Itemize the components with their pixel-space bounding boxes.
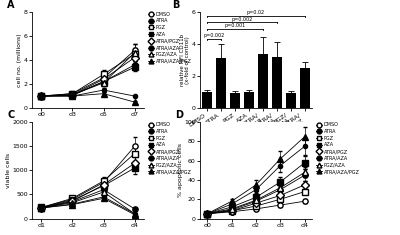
Legend: DMSO, ATRA, PGZ, AZA, ATRA/PGZ, ATRA/AZA, PGZ/AZA, ATRA/AZA/PGZ: DMSO, ATRA, PGZ, AZA, ATRA/PGZ, ATRA/AZA… <box>314 120 362 176</box>
Y-axis label: viable cells: viable cells <box>6 153 11 188</box>
Y-axis label: % apoptotic cells: % apoptotic cells <box>178 143 183 197</box>
Y-axis label: relative MFI CD11b
(x-fold of control): relative MFI CD11b (x-fold of control) <box>180 34 190 86</box>
Bar <box>286 93 296 108</box>
Bar <box>300 68 310 108</box>
Text: p=0.001: p=0.001 <box>224 23 246 28</box>
Text: p=0.02: p=0.02 <box>247 10 265 15</box>
Bar <box>230 93 240 108</box>
Y-axis label: cell no. (millions): cell no. (millions) <box>18 33 22 87</box>
Text: A: A <box>7 0 15 10</box>
Bar <box>202 92 212 108</box>
Legend: DMSO, ATRA, PGZ, AZA, ATRA/PGZ, ATRA/AZA, PGZ/AZA, ATRA/AZA/PGZ: DMSO, ATRA, PGZ, AZA, ATRA/PGZ, ATRA/AZA… <box>146 10 194 66</box>
Bar <box>216 58 226 108</box>
Legend: DMSO, ATRA, PGZ, AZA, ATRA/PGZ, ATRA/AZA, PGZ/AZA, ATRA/AZA/PGZ: DMSO, ATRA, PGZ, AZA, ATRA/PGZ, ATRA/AZA… <box>146 120 194 176</box>
Text: p=0.002: p=0.002 <box>203 33 225 38</box>
Bar <box>244 92 254 108</box>
Text: p=0.002: p=0.002 <box>231 16 253 22</box>
Text: C: C <box>7 110 15 120</box>
Bar <box>258 54 268 108</box>
Text: B: B <box>172 0 179 10</box>
Bar <box>272 57 282 108</box>
Text: D: D <box>175 110 183 120</box>
